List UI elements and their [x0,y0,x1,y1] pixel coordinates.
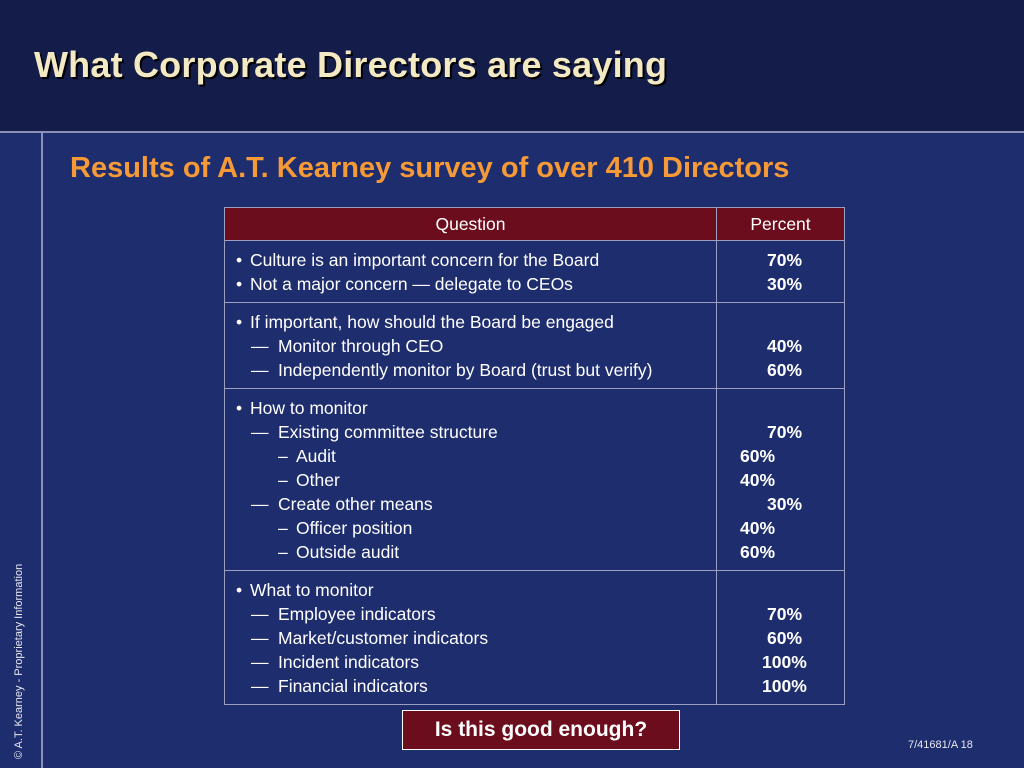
question-text: Not a major concern — delegate to CEOs [250,274,573,294]
title-divider [0,131,1024,133]
question-text: Other [296,470,340,490]
dash-marker: – [278,470,288,490]
question-line: • Culture is an important concern for the… [225,248,716,272]
dash-marker: – [278,542,288,562]
question-text: Audit [296,446,336,466]
header-percent: Percent [716,207,845,241]
question-text: Officer position [296,518,413,538]
bullet-marker: • [236,274,243,294]
percent-cell: 70% 60% 100% 100% [716,570,845,705]
dash-marker: – [278,518,288,538]
percent-value [717,578,844,602]
percent-value: 40% [740,470,776,490]
dash-marker: — [251,336,269,356]
percent-value: 100% [762,676,807,696]
percent-value: 60% [740,446,776,466]
slide-title: What Corporate Directors are saying [34,44,668,85]
question-text: How to monitor [250,398,368,418]
question-line: — Incident indicators [225,650,716,674]
bullet-marker: • [236,312,243,332]
question-text: Employee indicators [278,604,436,624]
question-line: • How to monitor [225,396,716,420]
title-bar: What Corporate Directors are saying [0,0,1024,131]
question-text: Independently monitor by Board (trust bu… [278,360,653,380]
question-text: Market/customer indicators [278,628,489,648]
question-text: Create other means [278,494,433,514]
question-cell: • How to monitor — Existing committee stru… [224,388,717,571]
table-row: • What to monitor — Employee indicators — M… [224,570,845,705]
bullet-marker: • [236,580,243,600]
percent-value: 100% [762,652,807,672]
dash-marker: — [251,604,269,624]
percent-value: 30% [767,274,803,294]
table-row: • How to monitor — Existing committee stru… [224,388,845,571]
percent-value [717,396,844,420]
question-cell: • Culture is an important concern for the… [224,240,717,303]
question-line: • What to monitor [225,578,716,602]
table-header-row: Question Percent [224,207,845,241]
percent-value: 60% [767,628,803,648]
table-row: • If important, how should the Board be e… [224,302,845,389]
question-cell: • What to monitor — Employee indicators — M… [224,570,717,705]
question-line: • If important, how should the Board be e… [225,310,716,334]
question-line: — Employee indicators [225,602,716,626]
slide-subtitle: Results of A.T. Kearney survey of over 4… [70,152,790,184]
left-divider [41,133,43,768]
bullet-marker: • [236,398,243,418]
question-line: — Monitor through CEO [225,334,716,358]
question-text: Culture is an important concern for the … [250,250,600,270]
question-line: – Audit [225,444,716,468]
question-text: Incident indicators [278,652,420,672]
question-line: – Outside audit [225,540,716,564]
question-line: — Create other means [225,492,716,516]
percent-cell: 40% 60% [716,302,845,389]
question-line: — Financial indicators [225,674,716,698]
percent-value: 40% [767,336,803,356]
percent-value: 70% [767,604,803,624]
question-line: — Existing committee structure [225,420,716,444]
percent-value: 60% [767,360,803,380]
percent-value [717,310,844,334]
question-line: • Not a major concern — delegate to CEOs [225,272,716,296]
percent-cell: 70% 30% [716,240,845,303]
percent-value: 40% [740,518,776,538]
survey-table: Question Percent • Culture is an importan… [224,207,845,705]
dash-marker: — [251,628,269,648]
slide-footer: 7/41681/A 18 [908,739,973,751]
question-text: Monitor through CEO [278,336,444,356]
question-line: — Market/customer indicators [225,626,716,650]
copyright-notice: © A.T. Kearney - Proprietary Information [13,563,25,759]
percent-value: 30% [767,494,803,514]
table-row: • Culture is an important concern for the… [224,240,845,303]
question-text: Existing committee structure [278,422,498,442]
callout-box: Is this good enough? [402,710,680,750]
question-text: Financial indicators [278,676,428,696]
header-question: Question [224,207,717,241]
dash-marker: – [278,446,288,466]
callout-text: Is this good enough? [434,718,648,741]
question-text: Outside audit [296,542,400,562]
dash-marker: — [251,652,269,672]
percent-value: 70% [767,250,803,270]
question-cell: • If important, how should the Board be e… [224,302,717,389]
dash-marker: — [251,360,269,380]
question-text: If important, how should the Board be en… [250,312,614,332]
percent-value: 70% [767,422,803,442]
bullet-marker: • [236,250,243,270]
question-line: — Independently monitor by Board (trust b… [225,358,716,382]
question-line: – Other [225,468,716,492]
dash-marker: — [251,494,269,514]
question-text: What to monitor [250,580,374,600]
question-line: – Officer position [225,516,716,540]
dash-marker: — [251,676,269,696]
percent-value: 60% [740,542,776,562]
dash-marker: — [251,422,269,442]
percent-cell: 70% 60% 40% 30% 40% 60% [716,388,845,571]
